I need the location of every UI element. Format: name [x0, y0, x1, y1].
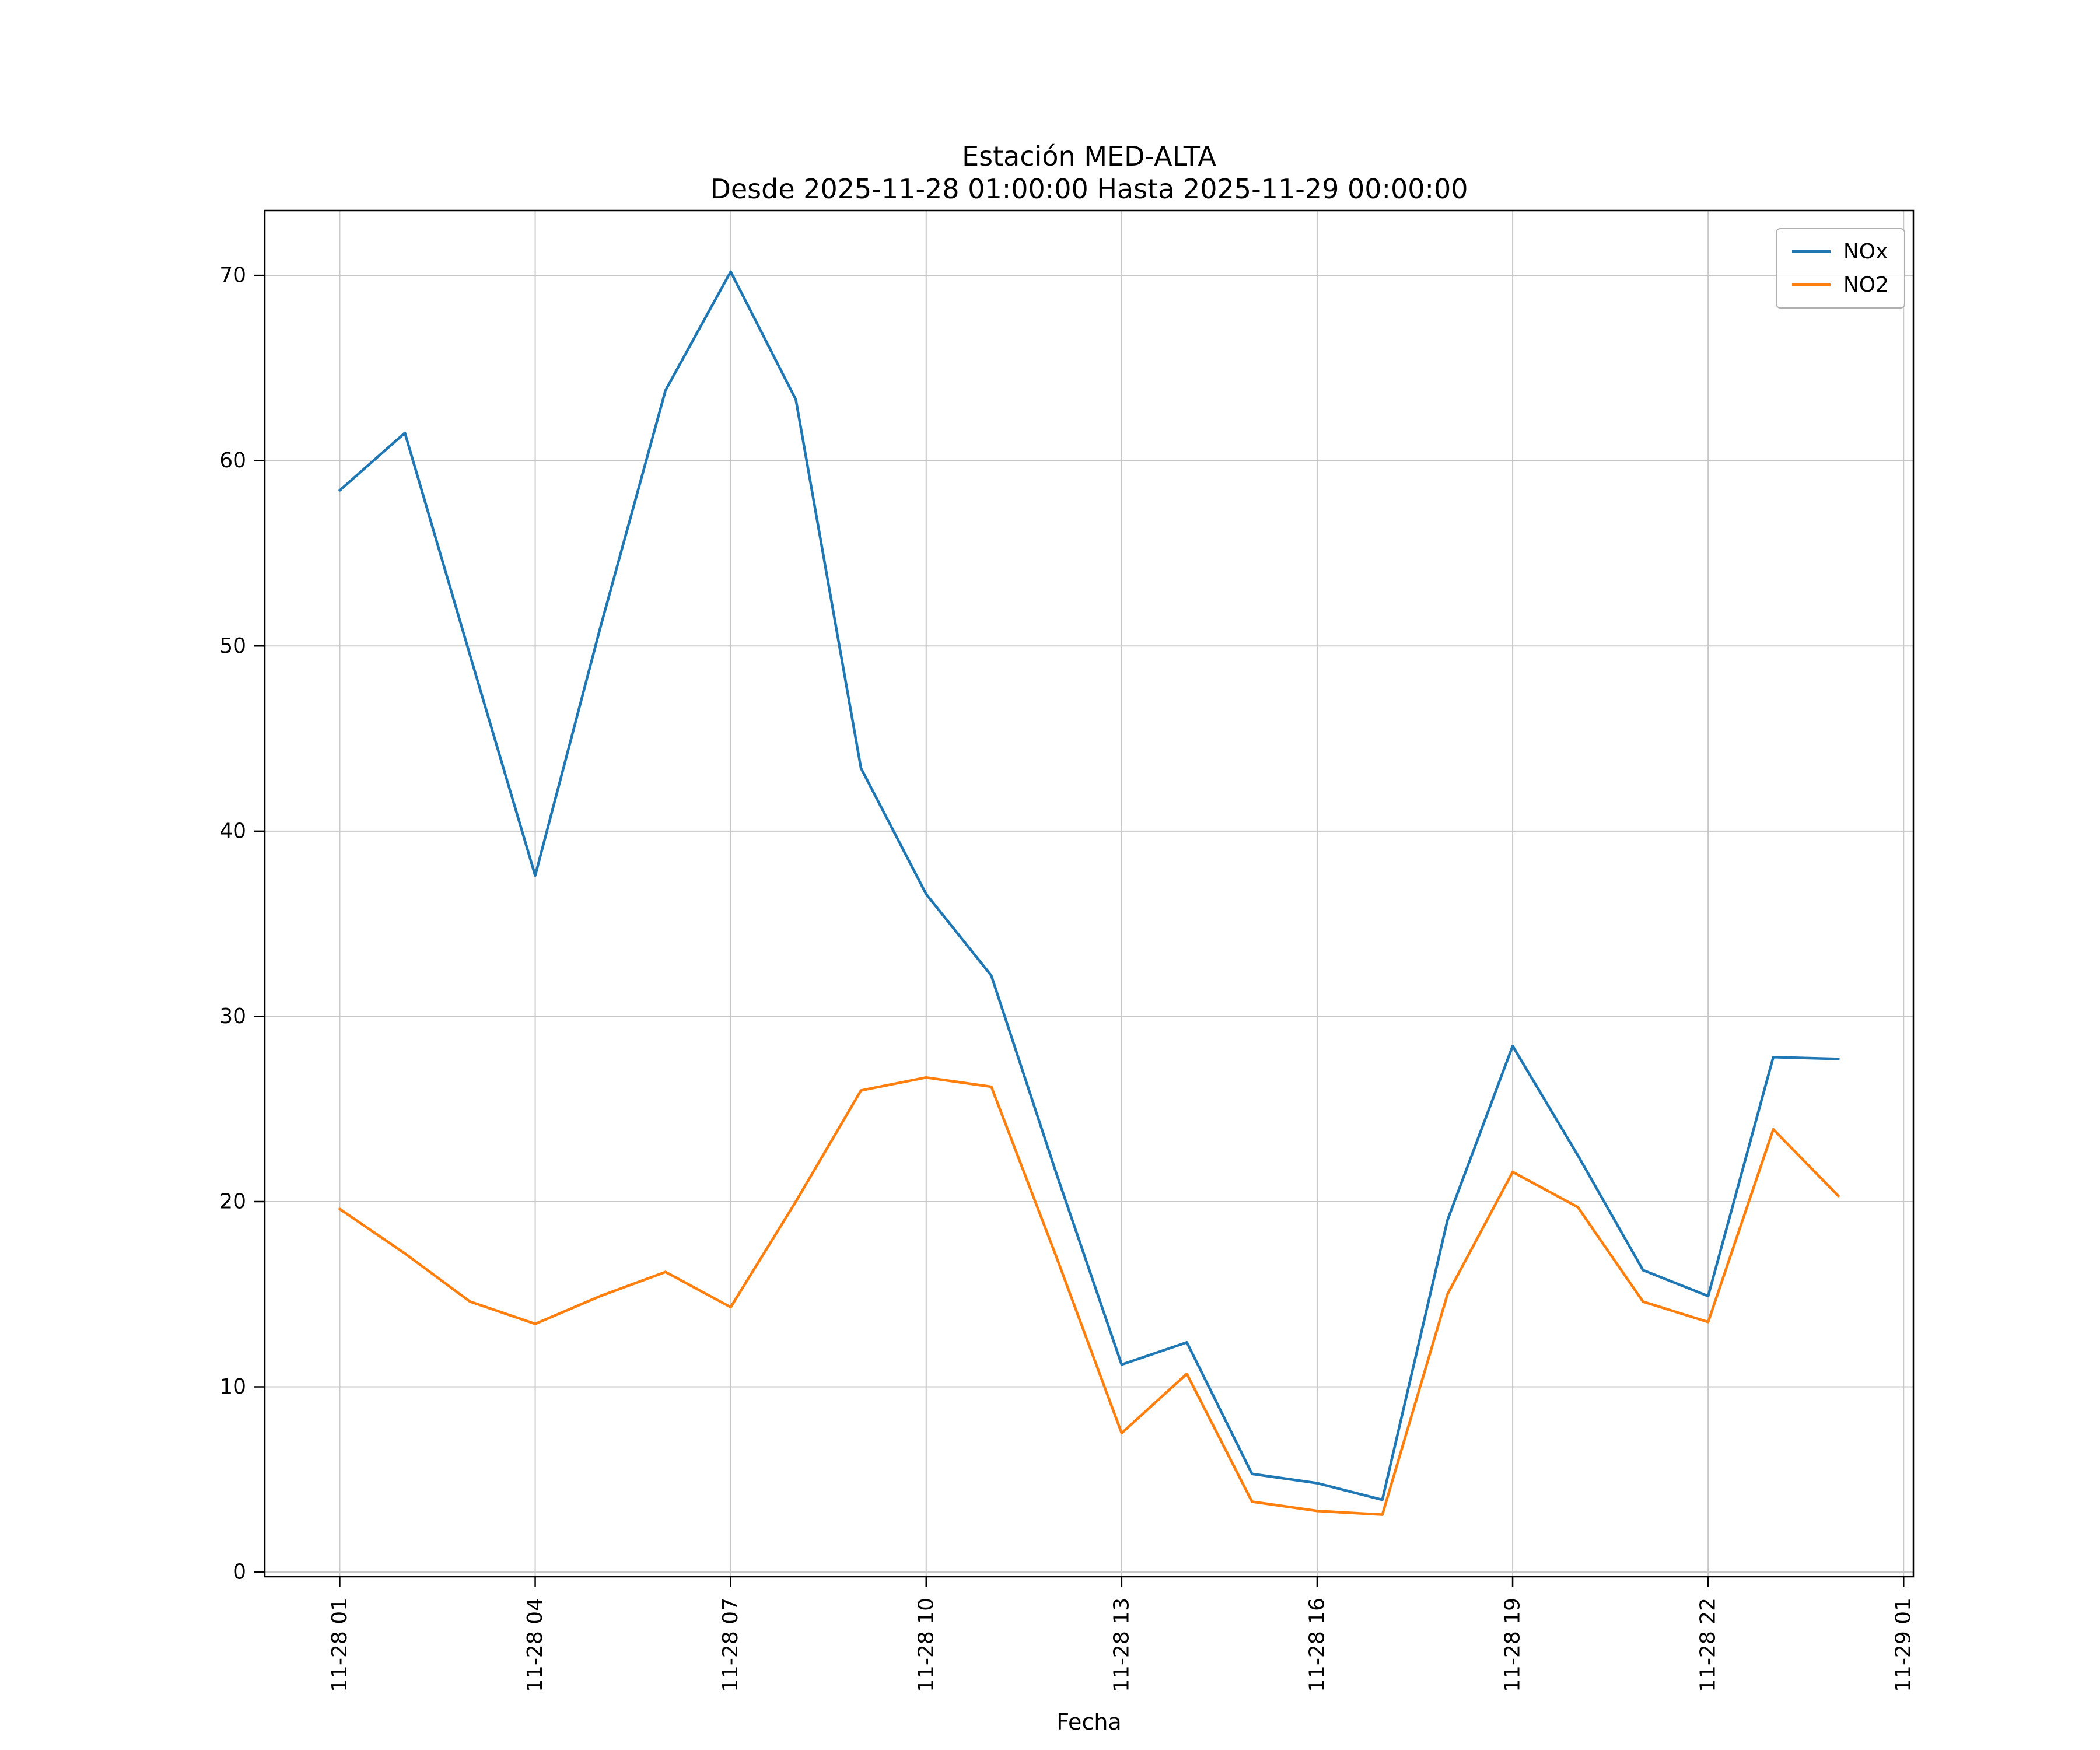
plot-border: [264, 209, 1915, 1578]
y-tick-label: 10: [219, 1375, 246, 1399]
y-tick-label: 50: [219, 634, 246, 658]
y-tick-label: 70: [219, 264, 246, 288]
y-tick-label: 60: [219, 449, 246, 473]
chart-title-block: Estación MED-ALTA Desde 2025-11-28 01:00…: [265, 140, 1913, 205]
x-axis-label: Fecha: [1056, 1709, 1122, 1735]
x-tick-label: 11-28 22: [1696, 1598, 1720, 1692]
chart-subtitle: Desde 2025-11-28 01:00:00 Hasta 2025-11-…: [710, 173, 1468, 205]
legend-line-sample: [1791, 284, 1831, 286]
x-tick-label: 11-29 01: [1892, 1598, 1916, 1692]
legend: NOx NO2: [1775, 228, 1905, 309]
x-tick-label: 11-28 04: [523, 1598, 547, 1692]
y-tick-label: 30: [219, 1005, 246, 1028]
x-tick-label: 11-28 10: [914, 1598, 938, 1692]
x-tick-label: 11-28 19: [1501, 1598, 1525, 1692]
legend-line-sample: [1791, 250, 1831, 253]
y-tick-label: 0: [233, 1560, 246, 1584]
chart-title: Estación MED-ALTA: [962, 141, 1216, 172]
y-tick-label: 20: [219, 1189, 246, 1213]
series-line-NOx: [338, 270, 1840, 1502]
legend-entry-NOx: NOx: [1791, 240, 1889, 264]
series-line-NO2: [338, 1076, 1840, 1516]
legend-entry-NO2: NO2: [1791, 273, 1889, 297]
legend-label: NOx: [1843, 240, 1888, 264]
x-tick-label: 11-28 07: [719, 1598, 743, 1692]
x-tick-label: 11-28 13: [1110, 1598, 1133, 1692]
legend-label: NO2: [1843, 273, 1889, 297]
y-tick-label: 40: [219, 819, 246, 843]
x-tick-label: 11-28 16: [1305, 1598, 1329, 1692]
x-tick-label: 11-28 01: [328, 1598, 352, 1692]
